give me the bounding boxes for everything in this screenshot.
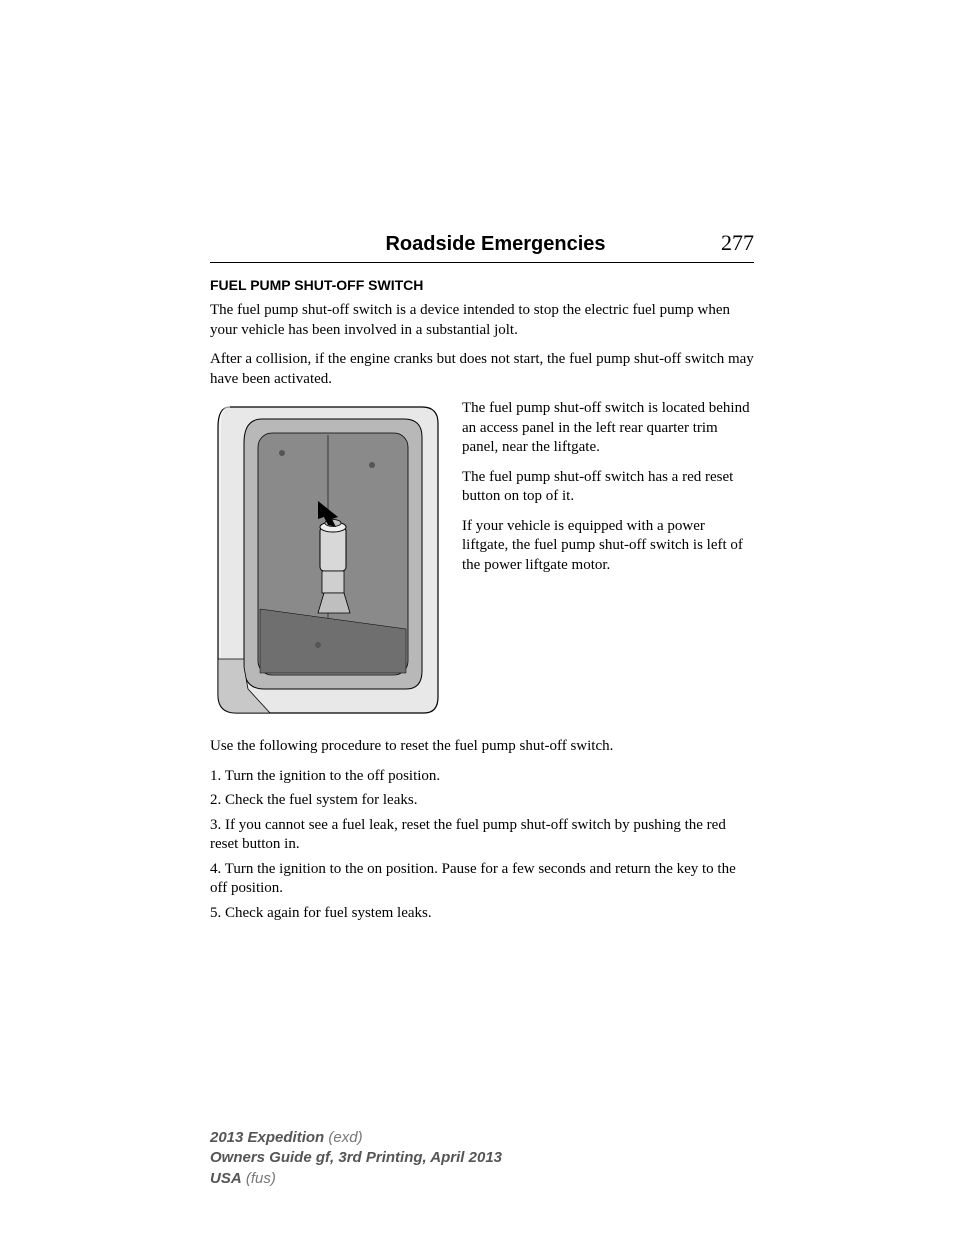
- footer-model-code: (exd): [324, 1129, 362, 1146]
- step-5: 5. Check again for fuel system leaks.: [210, 904, 754, 924]
- chapter-title: Roadside Emergencies: [270, 233, 721, 256]
- page-content: Roadside Emergencies 277 FUEL PUMP SHUT-…: [0, 0, 954, 923]
- side-paragraph-3: If your vehicle is equipped with a power…: [462, 517, 754, 576]
- footer-line-1: 2013 Expedition (exd): [210, 1128, 502, 1148]
- shutoff-switch-illustration: [210, 399, 446, 719]
- step-2: 2. Check the fuel system for leaks.: [210, 791, 754, 811]
- intro-paragraph-1: The fuel pump shut-off switch is a devic…: [210, 301, 754, 340]
- step-1: 1. Turn the ignition to the off position…: [210, 767, 754, 787]
- page-footer: 2013 Expedition (exd) Owners Guide gf, 3…: [210, 1128, 502, 1189]
- footer-model: 2013 Expedition: [210, 1129, 324, 1146]
- footer-region-code: (fus): [242, 1170, 276, 1187]
- step-3: 3. If you cannot see a fuel leak, reset …: [210, 816, 754, 855]
- side-paragraph-1: The fuel pump shut-off switch is located…: [462, 399, 754, 458]
- section-heading: FUEL PUMP SHUT-OFF SWITCH: [210, 277, 754, 293]
- shutoff-diagram-svg: [210, 399, 446, 719]
- intro-paragraph-2: After a collision, if the engine cranks …: [210, 350, 754, 389]
- footer-line-2: Owners Guide gf, 3rd Printing, April 201…: [210, 1148, 502, 1168]
- image-text-block: The fuel pump shut-off switch is located…: [210, 399, 754, 719]
- step-4: 4. Turn the ignition to the on position.…: [210, 860, 754, 899]
- side-text-column: The fuel pump shut-off switch is located…: [462, 399, 754, 719]
- procedure-intro: Use the following procedure to reset the…: [210, 737, 754, 757]
- footer-line-3: USA (fus): [210, 1169, 502, 1189]
- page-header: Roadside Emergencies 277: [210, 230, 754, 263]
- side-paragraph-2: The fuel pump shut-off switch has a red …: [462, 468, 754, 507]
- page-number: 277: [721, 230, 754, 256]
- footer-region: USA: [210, 1170, 242, 1187]
